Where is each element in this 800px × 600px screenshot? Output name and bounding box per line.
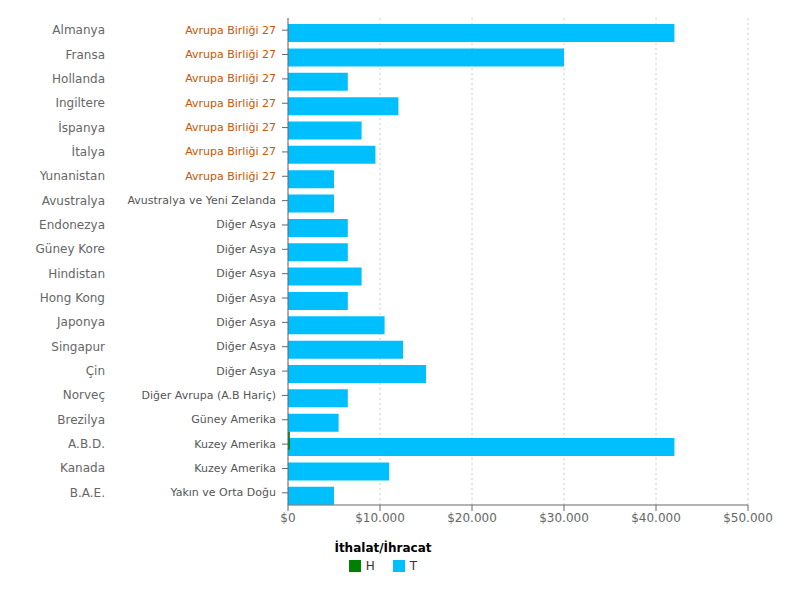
svg-text:$50.000: $50.000 (723, 511, 773, 525)
svg-text:B.A.E.: B.A.E. (70, 486, 105, 500)
svg-text:İspanya: İspanya (58, 120, 105, 135)
svg-text:Avustralya: Avustralya (42, 194, 105, 208)
svg-text:Avrupa Birliği 27: Avrupa Birliği 27 (185, 72, 276, 85)
svg-text:Diğer Asya: Diğer Asya (216, 267, 276, 280)
svg-text:İtalya: İtalya (72, 144, 105, 159)
svg-text:Fransa: Fransa (65, 48, 105, 62)
html-text:H: H (365, 559, 375, 573)
svg-text:Avrupa Birliği 27: Avrupa Birliği 27 (185, 97, 276, 110)
svg-text:Hollanda: Hollanda (52, 72, 105, 86)
svg-text:Avrupa Birliği 27: Avrupa Birliği 27 (185, 145, 276, 158)
svg-text:Yakın ve Orta Doğu: Yakın ve Orta Doğu (170, 486, 277, 499)
svg-text:Hong Kong: Hong Kong (40, 291, 105, 305)
svg-text:Diğer Asya: Diğer Asya (216, 243, 276, 256)
svg-text:Yunanistan: Yunanistan (39, 169, 105, 183)
html-text:T: T (409, 559, 418, 573)
svg-text:Diğer Asya: Diğer Asya (216, 292, 276, 305)
svg-text:Kuzey Amerika: Kuzey Amerika (194, 462, 276, 475)
svg-text:$20.000: $20.000 (447, 511, 497, 525)
svg-text:$40.000: $40.000 (631, 511, 681, 525)
svg-text:Japonya: Japonya (56, 315, 105, 329)
svg-text:Hindistan: Hindistan (48, 267, 105, 281)
svg-text:$30.000: $30.000 (539, 511, 589, 525)
svg-text:Avrupa Birliği 27: Avrupa Birliği 27 (185, 170, 276, 183)
svg-text:$10.000: $10.000 (355, 511, 405, 525)
svg-text:Çin: Çin (86, 364, 105, 378)
svg-text:Güney Amerika: Güney Amerika (191, 413, 276, 426)
svg-text:Almanya: Almanya (52, 23, 105, 37)
svg-text:Diğer Asya: Diğer Asya (216, 365, 276, 378)
svg-text:Avrupa Birliği 27: Avrupa Birliği 27 (185, 24, 276, 37)
svg-text:Ingiltere: Ingiltere (55, 96, 105, 110)
svg-text:Avrupa Birliği 27: Avrupa Birliği 27 (185, 121, 276, 134)
svg-text:Diğer Avrupa (A.B Hariç): Diğer Avrupa (A.B Hariç) (142, 389, 277, 402)
svg-text:Diğer Asya: Diğer Asya (216, 316, 276, 329)
svg-text:Diğer Asya: Diğer Asya (216, 218, 276, 231)
svg-text:Singapur: Singapur (51, 340, 105, 354)
svg-text:Güney Kore: Güney Kore (36, 242, 105, 256)
svg-text:Diğer Asya: Diğer Asya (216, 340, 276, 353)
svg-text:Endonezya: Endonezya (39, 218, 105, 232)
svg-text:Kanada: Kanada (60, 461, 105, 475)
svg-text:Avustralya ve Yeni Zelanda: Avustralya ve Yeni Zelanda (127, 194, 276, 207)
svg-text:Avrupa Birliği 27: Avrupa Birliği 27 (185, 48, 276, 61)
svg-text:Kuzey Amerika: Kuzey Amerika (194, 438, 276, 451)
html-text:İthalat/İhracat: İthalat/İhracat (334, 541, 432, 555)
svg-text:Brezilya: Brezilya (57, 413, 105, 427)
svg-text:$0: $0 (280, 511, 295, 525)
svg-text:A.B.D.: A.B.D. (68, 437, 105, 451)
svg-text:Norveç: Norveç (63, 388, 105, 402)
